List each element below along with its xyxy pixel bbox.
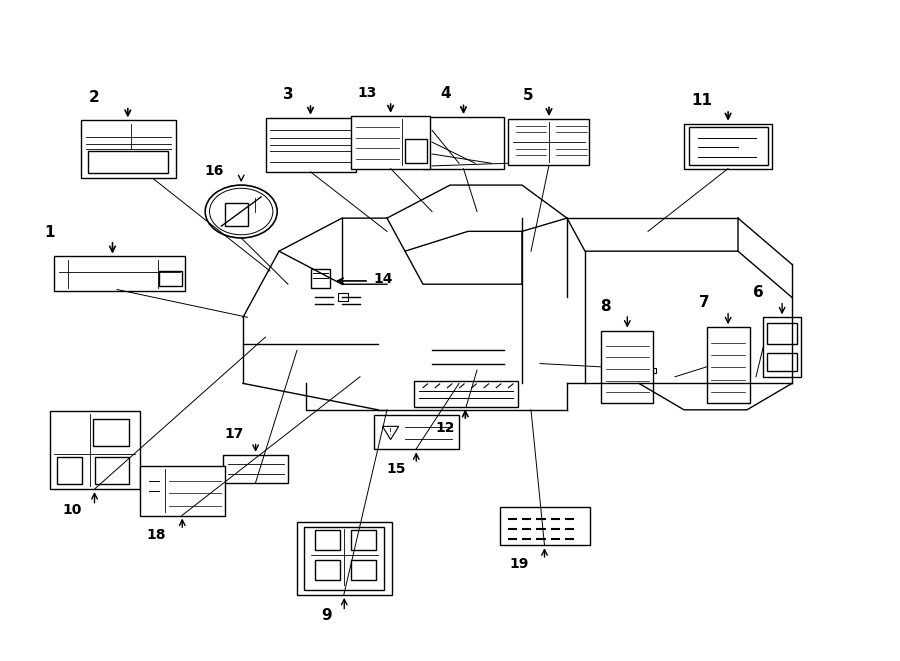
Text: 9: 9: [321, 608, 332, 623]
Bar: [405, 139, 427, 163]
Text: 10: 10: [62, 503, 82, 518]
Bar: [140, 466, 225, 516]
Polygon shape: [382, 426, 399, 440]
Bar: [688, 127, 768, 165]
Text: 11: 11: [691, 93, 713, 108]
Text: 16: 16: [204, 164, 224, 178]
Bar: [374, 415, 459, 449]
Text: 6: 6: [753, 286, 764, 301]
Bar: [500, 507, 590, 545]
Text: 4: 4: [440, 87, 451, 102]
Bar: [304, 527, 384, 590]
Text: 17: 17: [224, 426, 244, 441]
Bar: [414, 381, 518, 407]
Text: 1: 1: [44, 225, 55, 240]
Text: 12: 12: [436, 420, 455, 435]
Text: 5: 5: [523, 89, 534, 104]
Circle shape: [210, 188, 273, 235]
Bar: [684, 124, 772, 169]
Bar: [601, 330, 653, 403]
Bar: [767, 353, 797, 371]
Text: !: !: [389, 428, 392, 438]
Text: 18: 18: [146, 527, 166, 542]
Bar: [225, 203, 248, 226]
Text: 2: 2: [89, 90, 100, 105]
Text: 14: 14: [374, 272, 393, 286]
Text: 3: 3: [283, 87, 293, 102]
Bar: [351, 560, 376, 580]
Bar: [648, 368, 656, 373]
Bar: [351, 530, 376, 550]
Bar: [423, 117, 504, 169]
Text: 13: 13: [357, 86, 377, 100]
Bar: [159, 271, 182, 286]
Bar: [315, 560, 340, 580]
Bar: [94, 457, 129, 484]
Bar: [50, 411, 140, 489]
Text: 15: 15: [386, 461, 406, 476]
Bar: [767, 323, 797, 344]
Bar: [338, 293, 348, 301]
Bar: [88, 151, 168, 173]
Bar: [508, 119, 590, 165]
Bar: [706, 327, 750, 403]
Bar: [54, 256, 184, 291]
Bar: [297, 522, 392, 595]
Bar: [763, 317, 801, 377]
Bar: [310, 269, 330, 288]
Text: 19: 19: [509, 557, 529, 572]
Bar: [93, 419, 129, 446]
Bar: [266, 118, 356, 172]
Bar: [315, 530, 340, 550]
Bar: [81, 120, 176, 178]
Text: 8: 8: [600, 299, 611, 314]
Bar: [223, 455, 288, 483]
Bar: [57, 457, 82, 484]
Bar: [351, 116, 430, 169]
Circle shape: [205, 185, 277, 238]
Text: 7: 7: [699, 295, 710, 311]
